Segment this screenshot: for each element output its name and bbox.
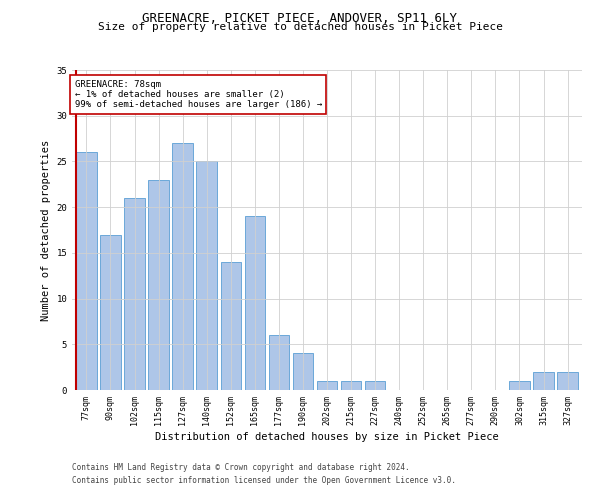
Bar: [557, 372, 578, 390]
Bar: [269, 335, 289, 390]
Bar: [124, 198, 145, 390]
Bar: [196, 162, 217, 390]
Text: Contains public sector information licensed under the Open Government Licence v3: Contains public sector information licen…: [72, 476, 456, 485]
Bar: [76, 152, 97, 390]
Text: GREENACRE, PICKET PIECE, ANDOVER, SP11 6LY: GREENACRE, PICKET PIECE, ANDOVER, SP11 6…: [143, 12, 458, 26]
Bar: [172, 143, 193, 390]
Text: Contains HM Land Registry data © Crown copyright and database right 2024.: Contains HM Land Registry data © Crown c…: [72, 464, 410, 472]
Bar: [341, 381, 361, 390]
Bar: [317, 381, 337, 390]
Bar: [221, 262, 241, 390]
Bar: [293, 354, 313, 390]
Bar: [100, 234, 121, 390]
Bar: [245, 216, 265, 390]
Text: Size of property relative to detached houses in Picket Piece: Size of property relative to detached ho…: [97, 22, 503, 32]
Bar: [509, 381, 530, 390]
Bar: [365, 381, 385, 390]
X-axis label: Distribution of detached houses by size in Picket Piece: Distribution of detached houses by size …: [155, 432, 499, 442]
Bar: [533, 372, 554, 390]
Bar: [148, 180, 169, 390]
Text: GREENACRE: 78sqm
← 1% of detached houses are smaller (2)
99% of semi-detached ho: GREENACRE: 78sqm ← 1% of detached houses…: [74, 80, 322, 110]
Y-axis label: Number of detached properties: Number of detached properties: [41, 140, 51, 320]
